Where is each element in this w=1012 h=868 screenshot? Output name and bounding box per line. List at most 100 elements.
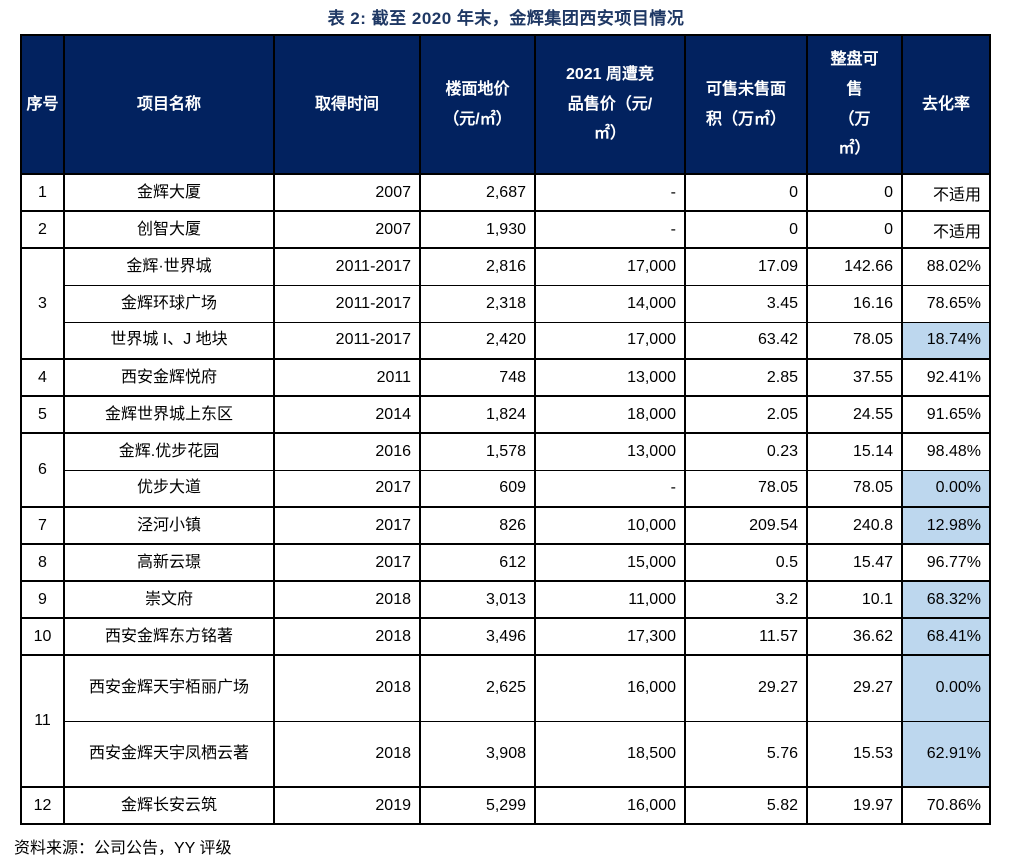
cell-removal-rate: 62.91%: [901, 720, 991, 788]
cell-floor-price: 1,578: [419, 432, 536, 471]
table-row: 10 西安金辉东方铭著 2018 3,496 17,300 11.57 36.62 68.41…: [20, 617, 991, 656]
cell-project-name: 世界城 I、J 地块: [63, 321, 275, 360]
cell-acquired-time: 2018: [273, 617, 421, 656]
cell-unsold-area: 0: [684, 173, 808, 212]
cell-project-name: 金辉世界城上东区: [63, 395, 275, 434]
cell-total-salable: 19.97: [806, 786, 903, 825]
col-header-total-salable: 整盘可 售 （万 ㎡）: [806, 34, 903, 175]
cell-acquired-time: 2016: [273, 432, 421, 471]
cell-removal-rate: 不适用: [901, 173, 991, 212]
cell-project-name: 西安金辉天宇凤栖云著: [63, 720, 275, 788]
cell-serial-no: 6: [20, 432, 65, 508]
cell-removal-rate: 0.00%: [901, 654, 991, 722]
cell-competitor-price: 11,000: [534, 580, 686, 619]
table-header: 序号 项目名称 取得时间 楼面地价 （元/㎡） 2021 周遭竞 品售价（元/ ㎡） 可售…: [20, 34, 991, 175]
cell-competitor-price: 13,000: [534, 358, 686, 397]
cell-competitor-price: -: [534, 210, 686, 249]
cell-unsold-area: 29.27: [684, 654, 808, 722]
cell-acquired-time: 2018: [273, 654, 421, 722]
table-row: 世界城 I、J 地块 2011-2017 2,420 17,000 63.42 78.05…: [21, 321, 991, 360]
table-row: 金辉环球广场 2011-2017 2,318 14,000 3.45 16.16 78.65…: [21, 284, 991, 323]
cell-project-name: 高新云璟: [63, 543, 275, 582]
table-row: 4 西安金辉悦府 2011 748 13,000 2.85 37.55 92.41%: [20, 358, 991, 397]
cell-unsold-area: 2.05: [684, 395, 808, 434]
cell-serial-no: 1: [20, 173, 65, 212]
cell-project-name: 泾河小镇: [63, 506, 275, 545]
table-row: 5 金辉世界城上东区 2014 1,824 18,000 2.05 24.55 91.65%: [20, 395, 991, 434]
cell-competitor-price: 13,000: [534, 432, 686, 471]
cell-project-name: 金辉.优步花园: [63, 432, 275, 471]
cell-floor-price: 2,625: [419, 654, 536, 722]
cell-floor-price: 1,930: [419, 210, 536, 249]
col-header-comp-price: 2021 周遭竞 品售价（元/ ㎡）: [534, 34, 686, 175]
cell-floor-price: 748: [419, 358, 536, 397]
cell-project-name: 金辉长安云筑: [63, 786, 275, 825]
cell-removal-rate: 98.48%: [901, 432, 991, 471]
cell-project-name: 金辉环球广场: [63, 284, 275, 323]
cell-removal-rate: 18.74%: [901, 321, 991, 360]
cell-total-salable: 15.53: [806, 720, 903, 788]
cell-total-salable: 78.05: [806, 321, 903, 360]
cell-project-name: 西安金辉天宇栢丽广场: [63, 654, 275, 722]
cell-serial-no: 10: [20, 617, 65, 656]
cell-unsold-area: 3.2: [684, 580, 808, 619]
cell-acquired-time: 2017: [273, 543, 421, 582]
table-row: 3 金辉·世界城 2011-2017 2,816 17,000 17.09 142.66 88…: [20, 247, 991, 360]
table-title: 表 2: 截至 2020 年末，金辉集团西安项目情况: [327, 9, 685, 28]
cell-competitor-price: 18,500: [534, 720, 686, 788]
projects-table: 序号 项目名称 取得时间 楼面地价 （元/㎡） 2021 周遭竞 品售价（元/ ㎡） 可售…: [20, 34, 991, 825]
cell-competitor-price: 15,000: [534, 543, 686, 582]
cell-serial-no: 12: [20, 786, 65, 825]
cell-total-salable: 16.16: [806, 284, 903, 323]
source-note: 资料来源：公司公告，YY 评级: [14, 840, 232, 857]
table-row: 1 金辉大厦 2007 2,687-0 0 不适用: [20, 173, 991, 212]
cell-floor-price: 3,496: [419, 617, 536, 656]
cell-floor-price: 2,816: [419, 247, 536, 286]
table-row: 8 高新云璟 2017 612 15,000 0.5 15.47 96.77%: [20, 543, 991, 582]
cell-unsold-area: 63.42: [684, 321, 808, 360]
cell-unsold-area: 11.57: [684, 617, 808, 656]
cell-competitor-price: -: [534, 469, 686, 508]
cell-serial-no: 7: [20, 506, 65, 545]
cell-removal-rate: 96.77%: [901, 543, 991, 582]
table-row: 6 金辉.优步花园 2016 1,578 13,000 0.23 15.14 98.48%: [20, 432, 991, 508]
col-header-no: 序号: [20, 34, 65, 175]
cell-acquired-time: 2007: [273, 173, 421, 212]
cell-serial-no: 5: [20, 395, 65, 434]
cell-unsold-area: 2.85: [684, 358, 808, 397]
col-header-acquired: 取得时间: [273, 34, 421, 175]
cell-unsold-area: 5.82: [684, 786, 808, 825]
cell-removal-rate: 不适用: [901, 210, 991, 249]
cell-competitor-price: -: [534, 173, 686, 212]
cell-acquired-time: 2017: [273, 506, 421, 545]
cell-competitor-price: 17,000: [534, 247, 686, 286]
cell-total-salable: 15.47: [806, 543, 903, 582]
cell-competitor-price: 16,000: [534, 654, 686, 722]
cell-removal-rate: 68.41%: [901, 617, 991, 656]
cell-competitor-price: 17,000: [534, 321, 686, 360]
cell-unsold-area: 17.09: [684, 247, 808, 286]
cell-acquired-time: 2011-2017: [273, 321, 421, 360]
cell-removal-rate: 0.00%: [901, 469, 991, 508]
cell-removal-rate: 88.02%: [901, 247, 991, 286]
table-row: 12 金辉长安云筑 2019 5,299 16,000 5.82 19.97 70.86%: [20, 786, 991, 825]
cell-unsold-area: 0.23: [684, 432, 808, 471]
cell-serial-no: 2: [20, 210, 65, 249]
cell-removal-rate: 78.65%: [901, 284, 991, 323]
cell-acquired-time: 2018: [273, 720, 421, 788]
cell-acquired-time: 2011: [273, 358, 421, 397]
table-row: 11 西安金辉天宇栢丽广场 2018 2,625 16,000 29.27 29.27 0.0…: [20, 654, 991, 788]
col-header-floor-price: 楼面地价 （元/㎡）: [419, 34, 536, 175]
cell-competitor-price: 18,000: [534, 395, 686, 434]
cell-floor-price: 1,824: [419, 395, 536, 434]
col-header-unsold-area: 可售未售面 积（万㎡）: [684, 34, 808, 175]
cell-floor-price: 612: [419, 543, 536, 582]
cell-serial-no: 9: [20, 580, 65, 619]
cell-competitor-price: 16,000: [534, 786, 686, 825]
cell-competitor-price: 10,000: [534, 506, 686, 545]
cell-total-salable: 142.66: [806, 247, 903, 286]
cell-floor-price: 2,420: [419, 321, 536, 360]
cell-project-name: 西安金辉东方铭著: [63, 617, 275, 656]
cell-removal-rate: 92.41%: [901, 358, 991, 397]
cell-floor-price: 2,687: [419, 173, 536, 212]
